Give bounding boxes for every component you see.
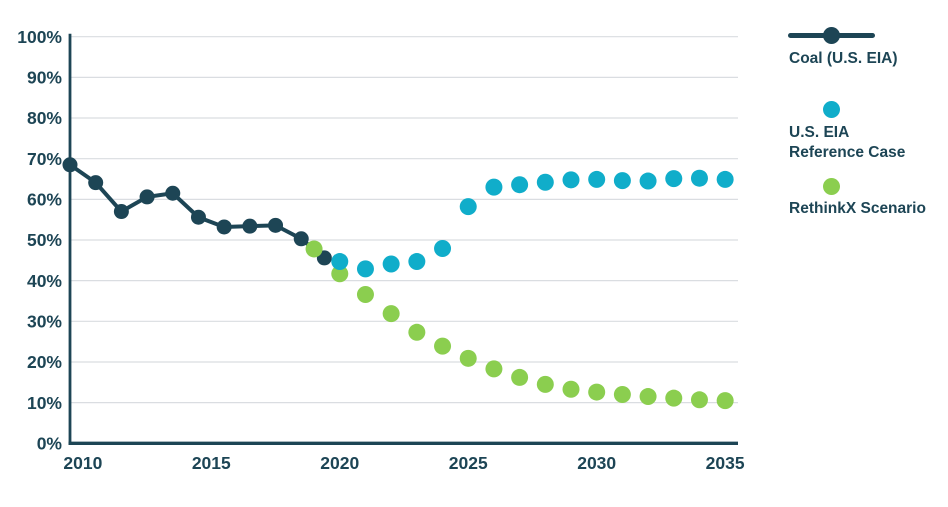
series-eia-point xyxy=(408,253,426,271)
y-tick-label: 70% xyxy=(27,149,62,169)
series-eia-point xyxy=(665,170,683,188)
series-coal-point xyxy=(216,219,232,235)
series-coal-point xyxy=(293,231,309,247)
y-tick-label: 10% xyxy=(27,393,62,413)
series-eia-point xyxy=(716,170,734,188)
legend-label-eia: U.S. EIA Reference Case xyxy=(789,123,905,162)
series-coal-point xyxy=(242,218,258,234)
series-eia-point xyxy=(434,240,452,258)
x-tick-label: 2030 xyxy=(577,453,616,473)
series-coal-point xyxy=(139,189,155,205)
y-tick-label: 80% xyxy=(27,108,62,128)
legend-label-eia-line2: Reference Case xyxy=(789,143,906,161)
y-tick-label: 40% xyxy=(27,271,62,291)
y-tick-labels: 0% 10% 20% 30% 40% 50% 60% 70% 80% 90% 100% xyxy=(17,27,62,454)
y-tick-label: 100% xyxy=(17,27,62,47)
series-eia-point xyxy=(613,172,631,190)
series-eia-point xyxy=(459,198,477,216)
y-tick-label: 0% xyxy=(37,434,63,454)
y-tick-label: 60% xyxy=(27,190,62,210)
series-eia xyxy=(331,169,734,278)
legend-label-rethinkx: RethinkX Scenario xyxy=(789,200,926,217)
series-coal-point xyxy=(62,157,78,173)
series-eia-point xyxy=(356,260,374,278)
series-rethinkx-point xyxy=(665,389,683,407)
series-rethinkx-point xyxy=(613,386,631,404)
legend-label-coal: Coal (U.S. EIA) xyxy=(789,50,898,67)
x-tick-label: 2015 xyxy=(192,453,231,473)
x-tick-label: 2010 xyxy=(63,453,102,473)
series-eia-point xyxy=(588,170,606,188)
y-tick-label: 20% xyxy=(27,352,62,372)
legend-rethinkx-dot-icon xyxy=(822,177,840,195)
series-rethinkx-point xyxy=(382,305,400,323)
series-eia-point xyxy=(511,176,529,194)
series-rethinkx-point xyxy=(356,285,374,303)
y-tick-label: 50% xyxy=(27,230,62,250)
series-rethinkx-point xyxy=(434,337,452,355)
legend-label-eia-line1: U.S. EIA xyxy=(789,124,850,141)
legend-coal-line-dot-icon xyxy=(823,26,840,44)
series-eia-point xyxy=(382,255,400,273)
gridlines xyxy=(70,36,738,404)
legend-coal-line-marker xyxy=(788,26,875,44)
series-eia-point xyxy=(690,169,708,187)
x-tick-label: 2025 xyxy=(449,453,488,473)
series-coal xyxy=(62,157,332,266)
series-coal-point xyxy=(268,217,284,233)
series-rethinkx-point xyxy=(331,265,349,283)
y-tick-label: 90% xyxy=(27,68,62,88)
series-rethinkx-point xyxy=(639,388,657,406)
series-rethinkx-point xyxy=(459,349,477,367)
series-rethinkx-point xyxy=(588,383,606,401)
series-eia-point xyxy=(331,253,349,271)
x-tick-label: 2020 xyxy=(320,453,359,473)
series-rethinkx-point xyxy=(716,392,734,410)
series-rethinkx-point xyxy=(485,360,503,378)
series-coal-point xyxy=(190,209,206,225)
series-coal-point xyxy=(165,185,181,201)
series-eia-point xyxy=(485,178,503,196)
legend-eia-dot-icon xyxy=(822,100,840,118)
series-eia-point xyxy=(536,173,554,191)
series-rethinkx-point xyxy=(536,375,554,393)
series-eia-point xyxy=(562,171,580,189)
series-coal-point xyxy=(113,204,129,220)
legend: Coal (U.S. EIA) U.S. EIA Reference Case … xyxy=(788,0,948,230)
series-coal-point xyxy=(88,175,104,191)
series-rethinkx-point xyxy=(562,380,580,398)
series-eia-point xyxy=(639,172,657,190)
series-rethinkx-point xyxy=(690,391,708,409)
series-rethinkx-point xyxy=(511,368,529,386)
series-rethinkx-point xyxy=(305,240,323,258)
y-tick-label: 30% xyxy=(27,312,62,332)
series-rethinkx xyxy=(305,240,734,410)
x-tick-label: 2035 xyxy=(706,453,745,473)
series-rethinkx-point xyxy=(408,323,426,341)
x-tick-labels: 2010 2015 2020 2025 2030 2035 xyxy=(63,453,745,473)
